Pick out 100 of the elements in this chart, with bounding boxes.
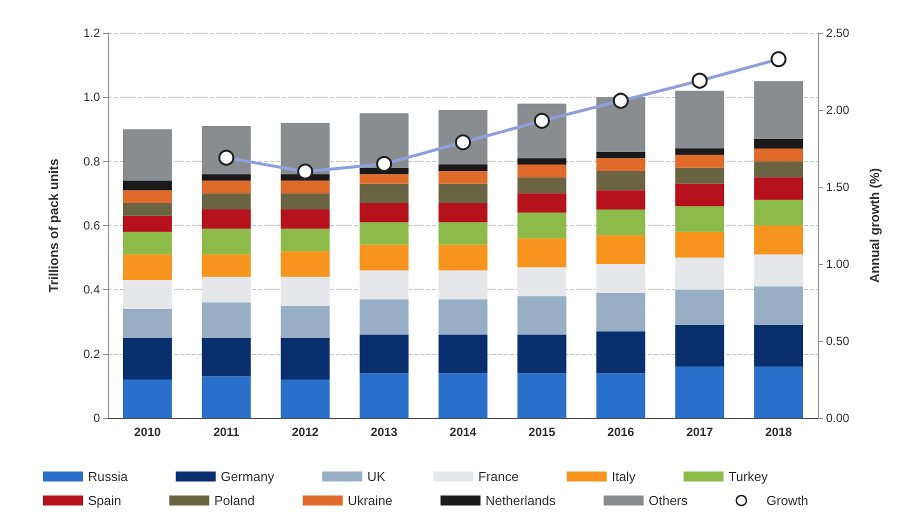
bar [360,373,409,418]
bar [596,264,646,293]
bar [517,158,566,165]
bar [438,244,488,270]
bar [202,174,251,181]
bar [202,193,251,210]
bar [517,267,566,296]
bar [280,276,330,306]
legend-label: Poland [214,493,255,508]
bar [202,180,251,194]
bar [596,331,646,374]
bar [280,306,330,338]
bar [754,286,804,325]
bar [122,190,172,204]
x-tick-label: 2015 [528,425,556,439]
bar [596,170,646,190]
y-tick-label: 0.2 [83,346,100,361]
bar [360,113,409,168]
bar [517,164,566,178]
bar [675,258,724,290]
bar [596,158,646,171]
bar [202,302,251,338]
bar [280,180,330,194]
bar [280,338,330,380]
bar [360,222,409,245]
bar [596,97,646,152]
bar [202,209,251,229]
bar [675,154,724,168]
bar [438,203,488,222]
bar [122,280,172,309]
bar [596,292,646,332]
bar [675,290,724,325]
bar [360,334,409,374]
bar [360,184,409,204]
bar [517,193,566,213]
bar [360,299,409,335]
y-tick-label: 0.4 [83,282,100,297]
bar [517,177,566,194]
bar [122,254,172,280]
x-tick-label: 2011 [213,425,240,439]
bar [280,380,330,418]
y2-tick-label: 0.50 [826,334,850,348]
x-tick-label: 2010 [134,425,162,439]
bar [675,206,724,232]
y-tick-label: 0 [93,411,100,425]
x-tick-label: 2017 [686,425,714,439]
bar [754,138,804,148]
bar [754,254,804,286]
bar [438,222,488,245]
bar [122,180,172,190]
y-tick-label: 1.0 [83,90,100,104]
bar [438,164,488,171]
bar [596,190,646,210]
bar [517,212,566,238]
bar [202,338,251,376]
x-tick-label: 2013 [370,425,398,439]
legend-label: UK [367,469,386,484]
bar [754,148,804,162]
bar [517,296,566,335]
bar [122,129,172,181]
bar [675,324,724,367]
bar [280,193,330,210]
legend-label: Spain [88,493,122,508]
bar [438,170,488,184]
bar [280,251,330,277]
x-tick-label: 2012 [292,425,319,439]
bar [438,184,488,204]
bar [675,90,724,148]
legend-label: Germany [220,469,275,484]
bar [754,226,804,254]
bar [202,228,251,254]
y-axis-title: Trillions of pack units [46,158,61,292]
legend-label: Italy [612,469,636,484]
bar [438,270,488,300]
bar [754,200,804,226]
bar [360,203,409,222]
legend-label: Turkey [728,469,768,484]
y-tick-label: 0.8 [83,154,100,168]
y2-tick-label: 2.00 [826,103,850,117]
y2-tick-label: 2.50 [826,26,850,40]
bar [122,216,172,232]
bar [280,209,330,229]
legend-label: Netherlands [486,493,556,508]
legend-label: Others [648,493,688,508]
bar [122,308,172,338]
bar [517,334,566,374]
bar [596,235,646,264]
bar [754,161,804,178]
bar [675,232,724,258]
bar [517,238,566,268]
y2-tick-label: 1.50 [826,180,850,194]
y2-tick-label: 1.00 [826,257,850,271]
y-tick-label: 1.2 [83,26,100,40]
bar [438,373,488,418]
x-tick-label: 2016 [607,425,634,439]
bar [202,276,251,302]
bar [754,366,804,418]
bar [122,338,172,380]
bar [675,366,724,418]
y-tick-label: 0.6 [83,218,100,232]
